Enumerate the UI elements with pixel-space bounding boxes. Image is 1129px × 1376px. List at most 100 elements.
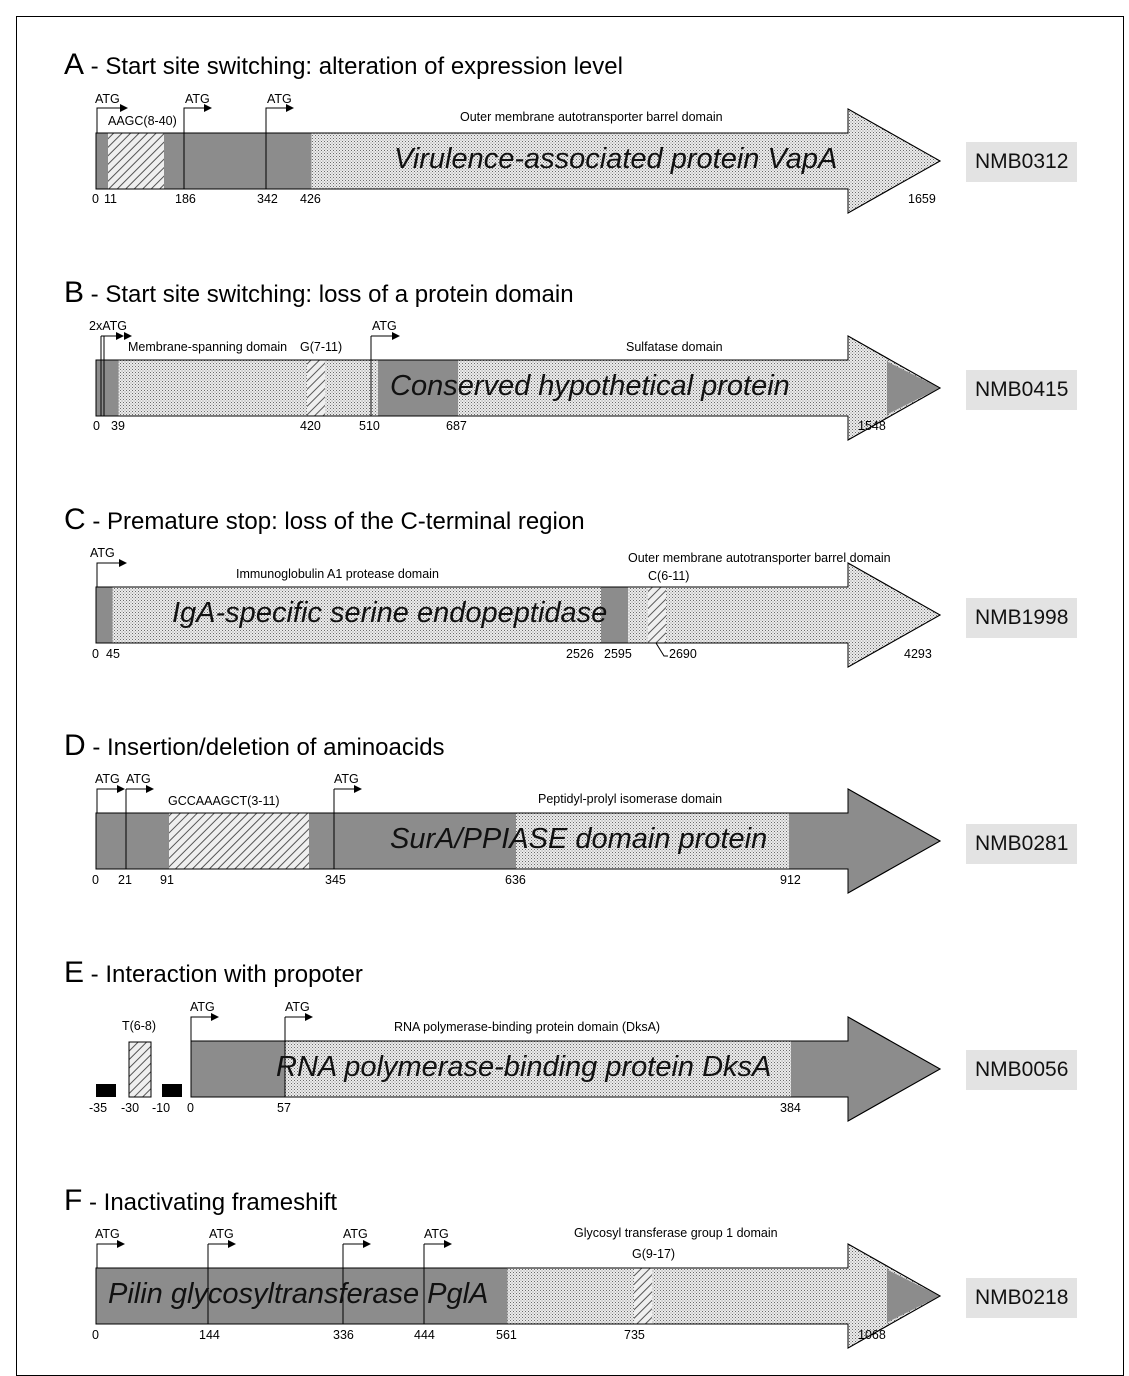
panel-c-pos-2: 2526 xyxy=(566,647,594,661)
panel-f-dark-tip xyxy=(887,1268,940,1324)
panel-f-pos-2: 336 xyxy=(333,1328,354,1342)
panel-a-repeat-region xyxy=(108,133,164,189)
panel-d-protein-name: SurA/PPIASE domain protein xyxy=(390,823,768,855)
panel-a-start-label-2: ATG xyxy=(185,92,210,106)
panel-a-pos-1: 11 xyxy=(104,192,117,206)
panel-d-domain-label: Peptidyl-prolyl isomerase domain xyxy=(538,792,723,806)
panel-b-pos-4: 687 xyxy=(446,419,467,433)
panel-f-letter: F xyxy=(64,1184,83,1217)
panel-a-start-label-1: ATG xyxy=(95,92,120,106)
panel-b-domain-label-1: Membrane-spanning domain xyxy=(128,340,288,354)
panel-b-title-text: - Start site switching: loss of a protei… xyxy=(84,281,574,308)
panel-a-letter: A xyxy=(64,48,85,81)
panel-f-pos-5: 735 xyxy=(624,1328,645,1342)
panel-f-start-arrow-2 xyxy=(208,1240,236,1248)
panel-e-protein-name: RNA polymerase-binding protein DksA xyxy=(276,1051,772,1083)
panel-d-start-arrow-2 xyxy=(126,785,154,793)
panel-c-letter: C xyxy=(64,503,86,536)
panel-f-title-text: - Inactivating frameshift xyxy=(82,1189,338,1216)
panel-d-repeat-region xyxy=(169,813,309,869)
panel-f-graphics xyxy=(95,1240,942,1349)
panel-d-start-label-3: ATG xyxy=(334,772,359,786)
panel-f-repeat-region xyxy=(634,1268,652,1324)
panel-d-pos-5: 912 xyxy=(780,873,801,887)
panel-e-stipple-region xyxy=(285,1041,791,1097)
panel-d-pos-2: 91 xyxy=(160,873,174,887)
panel-c-leader xyxy=(655,642,668,657)
panel-a-pos-0: 0 xyxy=(92,192,99,206)
panel-d-pos-0: 0 xyxy=(92,873,99,887)
panel-b-pos-1: 39 xyxy=(111,419,125,433)
panel-f-start-label-4: ATG xyxy=(424,1227,449,1241)
panel-f-domain-label: Glycosyl transferase group 1 domain xyxy=(574,1226,778,1240)
panel-a-pos-3: 342 xyxy=(257,192,278,206)
panel-a-start-label-3: ATG xyxy=(267,92,292,106)
panel-e-start-arrow-2 xyxy=(285,1013,313,1021)
panel-c-repeat-region xyxy=(648,587,666,643)
panel-e-graphics xyxy=(96,1013,942,1122)
panel-e-gene-id: NMB0056 xyxy=(966,1050,1078,1090)
panel-f-pos-6: 1068 xyxy=(858,1328,886,1342)
panel-f-pos-4: 561 xyxy=(496,1328,517,1342)
panel-e-pos-2: -10 xyxy=(152,1101,171,1115)
panel-e-pos-5: 384 xyxy=(780,1101,801,1115)
panel-f-pos-3: 444 xyxy=(414,1328,435,1342)
panel-b-start-label-1: 2xATG xyxy=(89,319,127,333)
panel-d-repeat-label: GCCAAAGCT(3-11) xyxy=(168,794,280,808)
panel-b-start-arrow-2 xyxy=(371,332,400,340)
panel-f-start-arrow-1 xyxy=(96,1240,125,1268)
panel-c-title: C - Premature stop: loss of the C-termin… xyxy=(64,505,585,535)
panel-f-pos-0: 0 xyxy=(92,1328,99,1342)
panel-c-gene-id: NMB1998 xyxy=(966,598,1078,638)
panel-e-box-minus35 xyxy=(96,1084,116,1097)
panel-c-graphics xyxy=(95,559,942,668)
panel-b-letter: B xyxy=(64,276,85,309)
panel-c-protein-name: IgA-specific serine endopeptidase xyxy=(172,597,608,629)
panel-b-domain-label-2: Sulfatase domain xyxy=(626,340,723,354)
panel-a-pos-2: 186 xyxy=(175,192,196,206)
panel-a-protein-name: Virulence-associated protein VapA xyxy=(394,143,838,175)
panel-b-repeat-label: G(7-11) xyxy=(300,340,343,354)
panel-a-repeat-label: AAGC(8-40) xyxy=(108,114,177,128)
panel-b-dark-region xyxy=(378,360,458,416)
panel-b-pos-5: 1548 xyxy=(858,419,886,433)
panel-f-gene-id: NMB0218 xyxy=(966,1278,1078,1318)
panel-e-start-label-2: ATG xyxy=(285,1000,310,1014)
panel-d-stipple-region xyxy=(516,813,789,869)
panel-f-start-label-3: ATG xyxy=(343,1227,368,1241)
panel-e-letter: E xyxy=(64,956,85,989)
panel-b-graphics xyxy=(95,332,942,441)
panel-f-start-arrow-4 xyxy=(424,1240,452,1248)
panel-f-pos-1: 144 xyxy=(199,1328,220,1342)
panel-e-pos-1: -30 xyxy=(121,1101,140,1115)
panel-a-pos-4: 426 xyxy=(300,192,321,206)
panel-f-start-arrow-3 xyxy=(343,1240,371,1248)
panel-b-pos-2: 420 xyxy=(300,419,321,433)
panel-d-start-label-2: ATG xyxy=(126,772,151,786)
panel-e-box-minus10 xyxy=(162,1084,182,1097)
panel-d-start-arrow-1 xyxy=(96,785,125,813)
panel-f-repeat-label: G(9-17) xyxy=(632,1247,676,1261)
panel-d-letter: D xyxy=(64,729,86,762)
panel-b-pos-0: 0 xyxy=(93,419,100,433)
panel-c-pos-4: 2690 xyxy=(669,647,697,661)
panel-c-title-text: - Premature stop: loss of the C-terminal… xyxy=(85,508,585,535)
panel-f-title: F - Inactivating frameshift xyxy=(64,1186,337,1216)
panel-b-start-arrow-1 xyxy=(101,332,132,340)
panel-e-repeat-label: T(6-8) xyxy=(122,1019,157,1033)
panel-e-pos-0: -35 xyxy=(89,1101,108,1115)
panel-a-start-arrow-3 xyxy=(265,104,294,133)
panel-b-start-label-2: ATG xyxy=(372,319,397,333)
panel-c-start-arrow-1 xyxy=(96,559,127,587)
panel-c-pos-3: 2595 xyxy=(604,647,632,661)
panel-c-dark-start xyxy=(96,587,113,643)
panel-e-start-arrow-1 xyxy=(190,1013,219,1041)
panel-a-pos-5: 1659 xyxy=(908,192,936,206)
panel-f-start-label-2: ATG xyxy=(209,1227,234,1241)
panel-e-title: E - Interaction with propoter xyxy=(64,958,363,988)
panel-c-pos-5: 4293 xyxy=(904,647,932,661)
panel-c-pos-1: 45 xyxy=(106,647,120,661)
panel-f-dark-region xyxy=(96,1268,508,1324)
panel-b-gene-id: NMB0415 xyxy=(966,370,1078,410)
